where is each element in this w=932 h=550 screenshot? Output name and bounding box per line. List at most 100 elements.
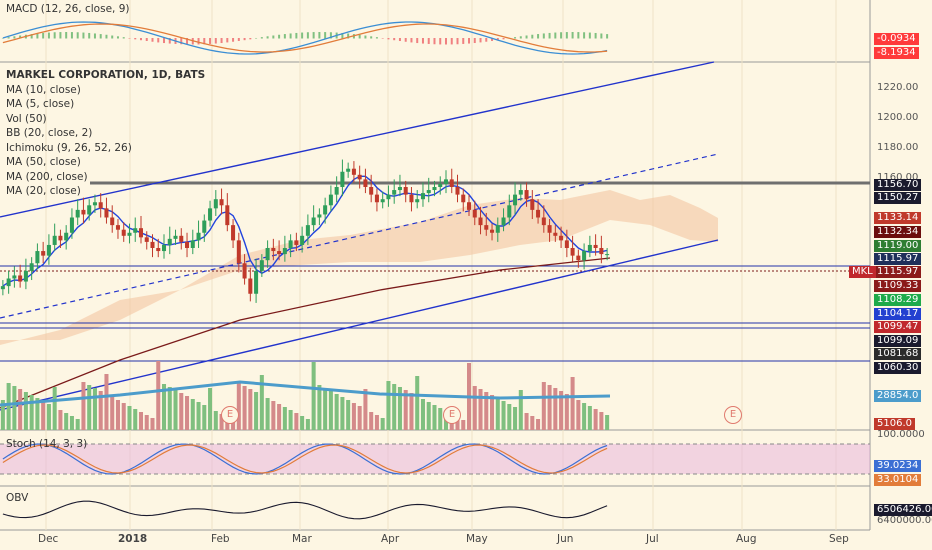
candle-body — [455, 187, 460, 195]
stoch-d-line — [2, 444, 608, 474]
candle-body — [271, 248, 276, 252]
macd-histogram-bar — [347, 33, 350, 39]
macd-histogram-bar — [278, 34, 281, 39]
macd-tag: -8.1934 — [874, 47, 919, 59]
volume-bar — [536, 419, 541, 430]
x-tick: Jul — [646, 533, 659, 545]
earnings-badge[interactable]: E — [443, 406, 461, 424]
macd-histogram-bar — [151, 38, 154, 42]
volume-bar — [294, 413, 299, 430]
candle-body — [426, 190, 431, 194]
x-tick: Aug — [736, 533, 757, 545]
x-tick: Sep — [829, 533, 849, 545]
macd-histogram-bar — [404, 38, 407, 42]
candle-body — [472, 209, 477, 218]
macd-histogram-bar — [416, 38, 419, 44]
candle-body — [582, 251, 587, 261]
macd-histogram-bar — [531, 34, 534, 39]
chart-title: MARKEL CORPORATION, 1D, BATS — [6, 69, 206, 81]
ichimoku-cloud — [0, 190, 718, 345]
candle-body — [92, 202, 97, 206]
volume-bar — [6, 383, 11, 430]
candle-body — [156, 248, 161, 252]
macd-histogram-bar — [65, 32, 68, 39]
candle-body — [438, 183, 443, 187]
macd-histogram-bar — [324, 32, 327, 39]
volume-bar — [455, 417, 460, 430]
candle-body — [12, 275, 17, 279]
macd-histogram-bar — [122, 37, 125, 39]
volume-bar — [58, 410, 63, 430]
volume-bar — [340, 397, 345, 430]
macd-histogram-bar — [30, 34, 33, 39]
candle-body — [351, 168, 356, 175]
candle-body — [254, 270, 259, 294]
macd-histogram-bar — [42, 32, 45, 39]
candle-body — [397, 187, 402, 191]
volume-bar — [386, 381, 391, 430]
macd-histogram-bar — [220, 38, 223, 44]
volume-bar — [242, 386, 247, 430]
volume-bar — [495, 398, 500, 430]
macd-histogram-bar — [427, 38, 430, 44]
volume-bar — [490, 395, 495, 430]
volume-bar — [541, 382, 546, 430]
volume-bar — [547, 385, 552, 430]
volume-bar — [64, 413, 69, 430]
macd-histogram-bar — [381, 38, 384, 39]
price-tag: 1150.27 — [874, 192, 922, 204]
signal-line — [2, 23, 608, 53]
volume-bar — [104, 374, 109, 430]
macd-histogram-bar — [542, 33, 545, 39]
volume-bar — [369, 412, 374, 430]
obv-line — [2, 500, 608, 520]
macd-histogram-bar — [537, 34, 540, 39]
candle-body — [323, 205, 328, 215]
macd-histogram-bar — [116, 36, 119, 39]
candle-body — [52, 235, 57, 245]
volume-bar — [513, 407, 518, 430]
earnings-badge[interactable]: E — [221, 406, 239, 424]
macd-histogram-bar — [329, 32, 332, 39]
earnings-badge[interactable]: E — [724, 406, 742, 424]
volume-bar — [305, 419, 310, 430]
macd-histogram-bar — [289, 33, 292, 39]
volume-bar — [472, 386, 477, 430]
macd-histogram-bar — [525, 35, 528, 39]
volume-bar — [254, 392, 259, 430]
macd-histogram-bar — [111, 35, 114, 39]
price-tag: 1099.47 — [874, 321, 922, 333]
macd-histogram-bar — [255, 37, 258, 39]
volume-bar — [196, 402, 201, 430]
volume-bar — [564, 394, 569, 430]
candle-body — [110, 217, 115, 226]
overlay-label: MA (200, close) — [6, 170, 88, 183]
overlay-label: BB (20, close, 2) — [6, 127, 93, 139]
macd-tag: -0.0934 — [874, 33, 919, 45]
x-tick: Jun — [557, 533, 574, 545]
candles-series — [0, 159, 610, 303]
volume-bar — [161, 384, 167, 430]
volume-bar — [259, 375, 264, 430]
volume-bar — [351, 403, 356, 430]
price-tag: 1115.97 — [874, 266, 922, 278]
macd-histogram-bar — [249, 38, 252, 40]
macd-histogram-bar — [209, 38, 212, 44]
volume-bar — [282, 407, 287, 430]
macd-histogram-bar — [272, 35, 275, 39]
volume-bar — [185, 396, 190, 430]
volume-bar — [144, 415, 149, 430]
volume-bar — [530, 416, 535, 430]
candle-body — [18, 275, 23, 282]
volume-bar — [582, 403, 587, 430]
macd-histogram-bar — [468, 38, 471, 44]
macd-histogram-bar — [565, 32, 568, 39]
candle-body — [328, 194, 333, 206]
candle-body — [98, 202, 103, 209]
obv-label: OBV — [6, 492, 29, 504]
candle-body — [161, 244, 167, 252]
candle-body — [35, 251, 40, 264]
candle-body — [403, 187, 408, 195]
channel-upper — [0, 61, 715, 218]
